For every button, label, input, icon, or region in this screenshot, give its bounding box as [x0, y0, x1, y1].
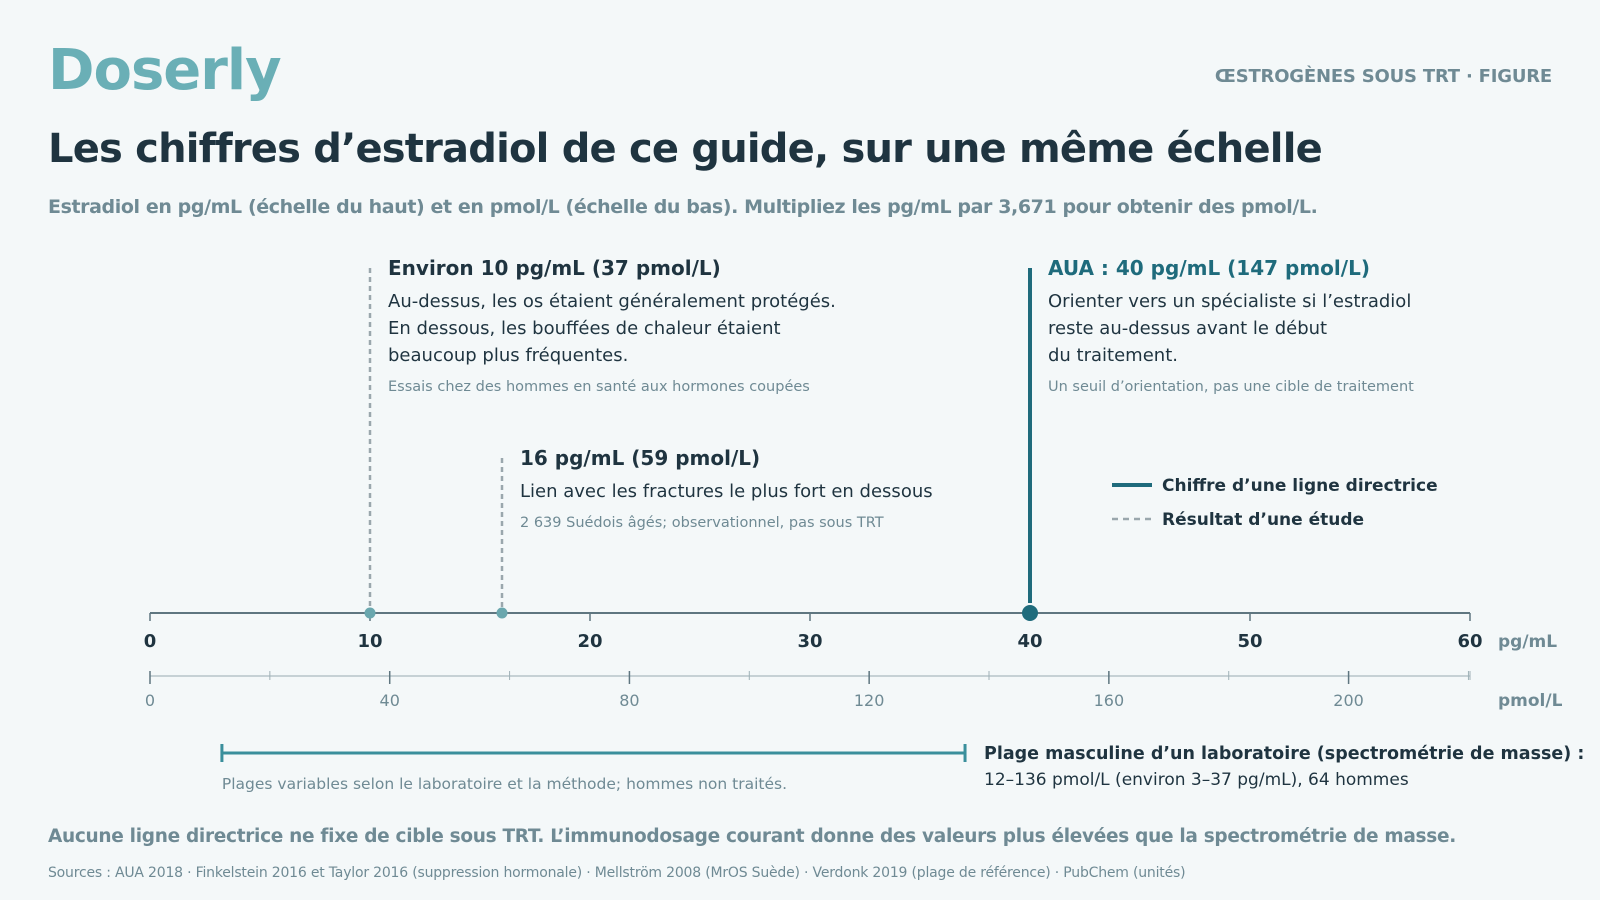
marker-title: Environ 10 pg/mL (37 pmol/L) — [388, 256, 721, 280]
marker-note: Essais chez des hommes en santé aux horm… — [388, 379, 810, 395]
top-axis-tick-label: 10 — [357, 631, 382, 652]
marker-description-line: reste au-dessus avant le début — [1048, 318, 1327, 339]
top-axis-tick-label: 30 — [797, 631, 822, 652]
marker-description-line: En dessous, les bouffées de chaleur étai… — [388, 318, 781, 339]
footer-sources: Sources : AUA 2018 · Finkelstein 2016 et… — [48, 865, 1186, 881]
top-axis-tick-label: 20 — [577, 631, 602, 652]
bottom-axis-tick-label: 160 — [1094, 691, 1125, 710]
top-axis-tick-label: 50 — [1237, 631, 1262, 652]
page-title: Les chiffres d’estradiol de ce guide, su… — [48, 126, 1323, 172]
reference-range-note: Plages variables selon le laboratoire et… — [222, 775, 787, 793]
marker-title: AUA : 40 pg/mL (147 pmol/L) — [1048, 256, 1370, 280]
legend-study-label: Résultat d’une étude — [1162, 510, 1364, 530]
figure-kicker: ŒSTROGÈNES SOUS TRT · FIGURE — [1214, 66, 1552, 87]
bottom-axis-tick-label: 0 — [145, 691, 155, 710]
bottom-axis-tick-label: 80 — [619, 691, 639, 710]
bottom-axis-tick-label: 40 — [380, 691, 400, 710]
marker-description-line: Lien avec les fractures le plus fort en … — [520, 481, 933, 502]
top-axis-tick-label: 60 — [1457, 631, 1482, 652]
study-marker-dot — [496, 607, 508, 619]
marker-note: Un seuil d’orientation, pas une cible de… — [1048, 379, 1414, 395]
brand-logo: Doserly — [48, 38, 282, 103]
top-axis-unit: pg/mL — [1498, 632, 1557, 652]
bottom-axis-unit: pmol/L — [1498, 691, 1563, 711]
marker-description-line: du traitement. — [1048, 345, 1178, 366]
reference-range-detail: 12–136 pmol/L (environ 3–37 pg/mL), 64 h… — [984, 770, 1409, 790]
marker-description-line: beaucoup plus fréquentes. — [388, 345, 628, 366]
guideline-marker-dot — [1022, 605, 1038, 621]
marker-description-line: Orienter vers un spécialiste si l’estrad… — [1048, 291, 1411, 312]
legend-guideline-label: Chiffre d’une ligne directrice — [1162, 476, 1438, 496]
footer-note: Aucune ligne directrice ne fixe de cible… — [48, 826, 1456, 847]
page-subtitle: Estradiol en pg/mL (échelle du haut) et … — [48, 196, 1318, 218]
marker-description-line: Au-dessus, les os étaient généralement p… — [388, 291, 836, 312]
bottom-axis-tick-label: 120 — [854, 691, 885, 710]
top-axis-tick-label: 40 — [1017, 631, 1042, 652]
marker-note: 2 639 Suédois âgés; observationnel, pas … — [520, 515, 884, 531]
study-marker-dot — [364, 607, 376, 619]
top-axis-tick-label: 0 — [144, 631, 157, 652]
reference-range-title: Plage masculine d’un laboratoire (spectr… — [984, 744, 1584, 764]
bottom-axis-tick-label: 200 — [1333, 691, 1364, 710]
marker-title: 16 pg/mL (59 pmol/L) — [520, 446, 760, 470]
